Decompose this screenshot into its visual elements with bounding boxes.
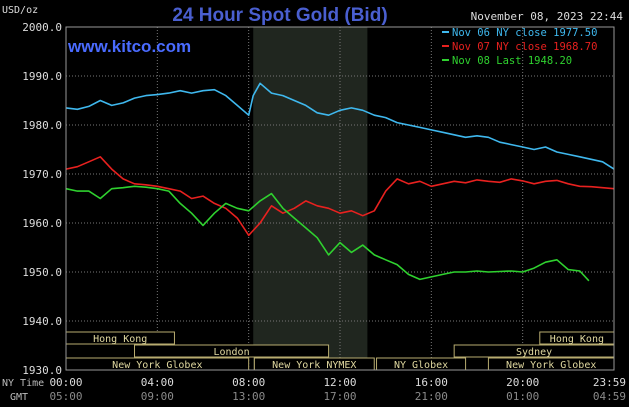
y-tick-label: 1950.0	[22, 266, 62, 279]
series-line-1	[65, 82, 615, 170]
market-session-box	[134, 344, 330, 358]
x-tick-label-ny: 08:00	[232, 376, 265, 389]
market-session-label: NY Globex	[394, 360, 448, 371]
x-tick-label-ny: 04:00	[141, 376, 174, 389]
x-tick-label-gmt: 04:59	[593, 390, 626, 403]
market-session-label: Sydney	[516, 347, 552, 358]
market-session-label: New York Globex	[112, 360, 202, 371]
x-tick-label-ny: 16:00	[415, 376, 448, 389]
y-tick-label: 1930.0	[22, 364, 62, 377]
y-axis-unit: USD/oz	[2, 5, 39, 16]
x-tick-label-gmt: 01:00	[506, 390, 539, 403]
y-tick-label: 1960.0	[22, 217, 62, 230]
gmt-axis-name: GMT	[10, 392, 28, 403]
chart-title: 24 Hour Spot Gold (Bid)	[172, 5, 388, 26]
website-label[interactable]: www.kitco.com	[68, 37, 192, 56]
market-session-label: London	[213, 347, 249, 358]
x-tick-label-gmt: 13:00	[232, 390, 265, 403]
series-line-2	[65, 156, 615, 237]
legend-entry: Nov 07 NY close 1968.70	[452, 41, 597, 53]
y-tick-label: 1940.0	[22, 315, 62, 328]
x-tick-label-gmt: 21:00	[415, 390, 448, 403]
y-tick-label: 1990.0	[22, 70, 62, 83]
x-tick-label-ny: 23:59	[593, 376, 626, 389]
x-tick-label-gmt: 05:00	[49, 390, 82, 403]
legend-entry: Nov 08 Last 1948.20	[452, 55, 572, 67]
x-tick-label-ny: 20:00	[506, 376, 539, 389]
x-tick-label-gmt: 09:00	[141, 390, 174, 403]
x-tick-label-gmt: 17:00	[323, 390, 356, 403]
legend-entry: Nov 06 NY close 1977.50	[452, 27, 597, 39]
plot-frame	[65, 26, 615, 371]
y-tick-label: 1980.0	[22, 119, 62, 132]
market-session-label: Hong Kong	[550, 334, 604, 345]
ny-time-axis-name: NY Time	[2, 378, 44, 389]
series-line-3	[65, 185, 590, 282]
market-session-label: New York Globex	[506, 360, 596, 371]
market-session-label: Hong Kong	[93, 334, 147, 345]
ny-session-shade	[253, 27, 368, 370]
y-tick-label: 2000.0	[22, 21, 62, 34]
y-tick-label: 1970.0	[22, 168, 62, 181]
x-tick-label-ny: 00:00	[49, 376, 82, 389]
x-tick-label-ny: 12:00	[323, 376, 356, 389]
market-session-label: New York NYMEX	[272, 360, 356, 371]
chart-datetime: November 08, 2023 22:44	[470, 10, 623, 23]
